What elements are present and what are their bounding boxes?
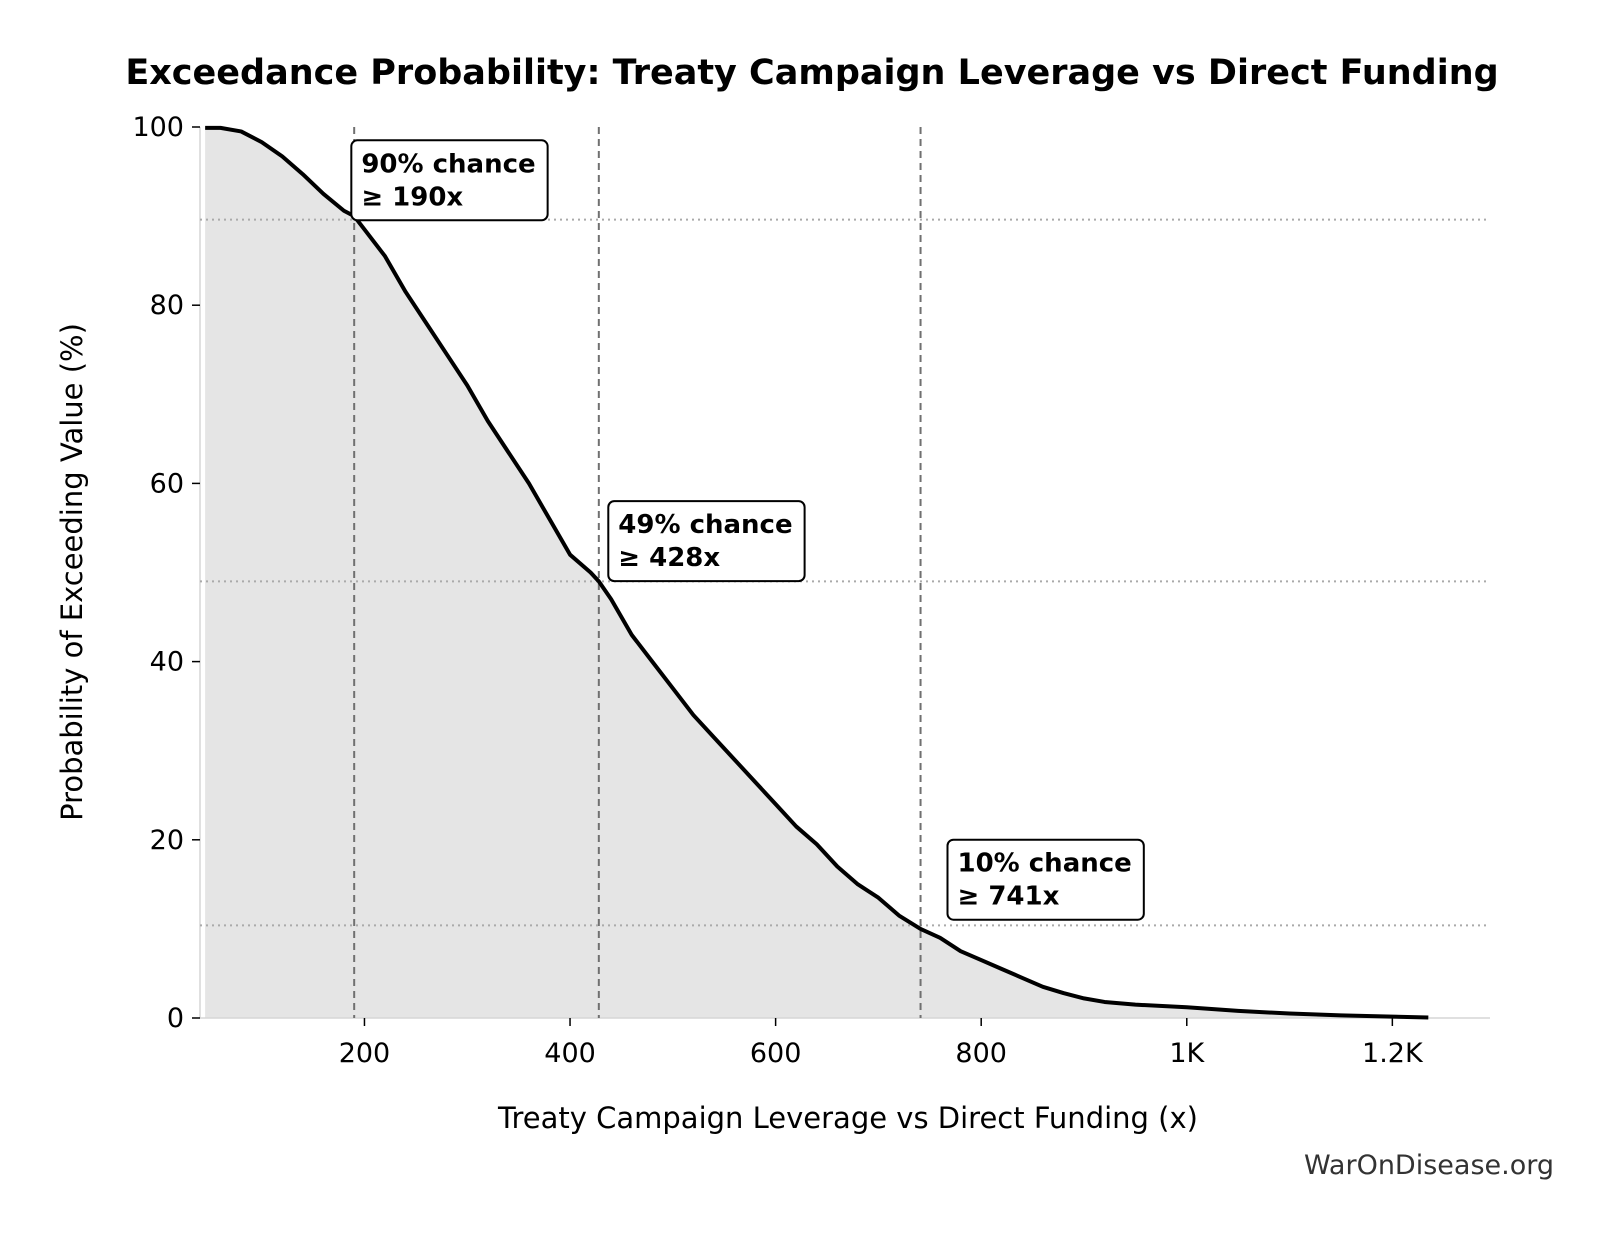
watermark: WarOnDisease.org: [1304, 1150, 1554, 1181]
x-tick-label: 800: [955, 1038, 1007, 1069]
y-axis-label: Probability of Exceeding Value (%): [55, 323, 89, 821]
annotation-line-2: ≥ 190x: [361, 182, 463, 212]
annotation-box-2: 49% chance≥ 428x: [607, 500, 806, 583]
annotation-line-1: 49% chance: [618, 510, 792, 540]
x-tick-label: 200: [339, 1038, 391, 1069]
chart-title: Exceedance Probability: Treaty Campaign …: [125, 53, 1498, 93]
plot-area: [199, 125, 1490, 1020]
y-tick-label: 60: [150, 468, 184, 499]
y-tick-label: 0: [167, 1003, 184, 1034]
y-axis-ticks: 0 20 40 60 80 100: [132, 112, 200, 1034]
annotation-frame: [946, 838, 1145, 921]
y-tick-label: 40: [150, 647, 184, 678]
y-tick-label: 80: [150, 290, 184, 321]
annotation-line-2: ≥ 741x: [957, 882, 1059, 912]
y-tick-label: 20: [150, 825, 184, 856]
annotation-line-1: 90% chance: [361, 149, 535, 179]
x-axis-ticks: 200 400 600 800 1K 1.2K: [339, 1018, 1424, 1069]
x-tick-label: 1.2K: [1362, 1038, 1424, 1069]
annotation-frame: [350, 139, 549, 222]
x-axis-label: Treaty Campaign Leverage vs Direct Fundi…: [497, 1101, 1198, 1135]
annotation-box-3: 10% chance≥ 741x: [946, 838, 1145, 921]
exceedance-curve: [205, 125, 1429, 1020]
y-tick-label: 100: [132, 112, 184, 143]
x-tick-label: 600: [750, 1038, 802, 1069]
annotation-line-1: 10% chance: [957, 849, 1131, 879]
annotations: 90% chance≥ 190x 49% chance≥ 428x 10% chan…: [350, 139, 1145, 921]
annotation-box-1: 90% chance≥ 190x: [350, 139, 549, 222]
area-fill: [205, 127, 1429, 1019]
annotation-frame: [607, 500, 806, 583]
x-tick-label: 1K: [1169, 1038, 1205, 1069]
annotation-line-2: ≥ 428x: [618, 543, 720, 573]
x-tick-label: 400: [544, 1038, 596, 1069]
